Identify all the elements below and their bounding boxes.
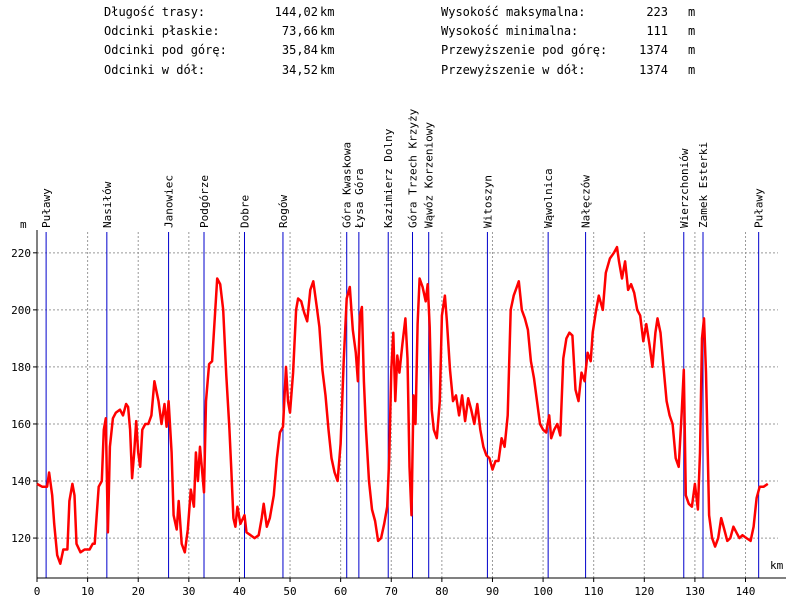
- stat-flat-value: 73,66: [281, 24, 318, 38]
- stat-descent-label: Przewyższenie w dół:: [441, 63, 586, 77]
- stat-max-elevation-label: Wysokość maksymalna:: [441, 5, 586, 19]
- x-tick-label-90: 90: [486, 585, 499, 598]
- stat-length-unit: km: [320, 5, 335, 19]
- stat-max-elevation-unit: m: [688, 5, 696, 19]
- x-tick-label-60: 60: [334, 585, 347, 598]
- stat-min-elevation-value: 111: [646, 24, 668, 38]
- place-label-3: Podgórze: [198, 175, 211, 228]
- place-label-16: Puławy: [753, 188, 766, 228]
- place-label-7: Łysa Góra: [353, 168, 366, 229]
- x-tick-label-110: 110: [584, 585, 604, 598]
- place-label-11: Witoszyn: [481, 175, 494, 228]
- place-label-8: Kazimierz Dolny: [382, 128, 395, 228]
- x-tick-label-0: 0: [34, 585, 41, 598]
- stat-downhill-unit: km: [320, 63, 335, 77]
- stat-flat-unit: km: [320, 24, 335, 38]
- stat-uphill-value: 35,84: [281, 43, 318, 57]
- stat-flat-label: Odcinki płaskie:: [104, 24, 220, 38]
- y-axis-label: m: [20, 218, 27, 231]
- place-label-0: Puławy: [40, 188, 53, 228]
- y-tick-label-200: 200: [11, 304, 31, 317]
- x-axis-label: km: [770, 559, 784, 572]
- x-tick-label-130: 130: [685, 585, 705, 598]
- x-tick-label-140: 140: [736, 585, 756, 598]
- place-label-14: Wierzchoniów: [678, 148, 691, 228]
- place-label-15: Zamek Esterki: [697, 142, 710, 228]
- place-label-13: Nałęczów: [580, 175, 593, 228]
- stat-min-elevation-label: Wysokość minimalna:: [441, 24, 579, 38]
- stat-uphill-unit: km: [320, 43, 335, 57]
- place-label-10: Wąwóz Korzeniowy: [423, 122, 436, 228]
- y-tick-label-180: 180: [11, 361, 31, 374]
- x-tick-label-50: 50: [283, 585, 296, 598]
- place-label-9: Góra Trzech Krzyży: [407, 108, 420, 228]
- stat-ascent-label: Przewyższenie pod górę:: [441, 43, 608, 57]
- x-tick-label-100: 100: [533, 585, 553, 598]
- stat-ascent-value: 1374: [639, 43, 668, 57]
- y-tick-label-160: 160: [11, 418, 31, 431]
- place-label-5: Rogów: [277, 195, 290, 228]
- stat-descent-value: 1374: [639, 63, 668, 77]
- x-tick-label-40: 40: [233, 585, 246, 598]
- stat-downhill-label: Odcinki w dół:: [104, 63, 206, 77]
- place-label-2: Janowiec: [163, 175, 176, 228]
- profile-line-group: [36, 245, 769, 565]
- stat-downhill-value: 34,52: [281, 63, 318, 77]
- x-tick-label-10: 10: [81, 585, 94, 598]
- axes: 120 140 160 180 200 220 0 10 20 30 40 50 60 70 80 90 100…: [11, 230, 786, 598]
- x-tick-label-80: 80: [435, 585, 448, 598]
- x-tick-label-120: 120: [634, 585, 654, 598]
- stat-length-label: Długość trasy:: [104, 5, 206, 19]
- y-tick-label-220: 220: [11, 247, 31, 260]
- elevation-profile-line: [36, 245, 769, 565]
- y-tick-label-120: 120: [11, 532, 31, 545]
- stat-max-elevation-value: 223: [646, 5, 668, 19]
- place-label-6: Góra Kwaskowa: [341, 142, 354, 228]
- stat-min-elevation-unit: m: [688, 24, 696, 38]
- x-tick-label-20: 20: [132, 585, 145, 598]
- stat-ascent-unit: m: [688, 43, 696, 57]
- x-tick-label-30: 30: [182, 585, 195, 598]
- place-label-12: Wąwolnica: [542, 168, 555, 228]
- grid: [37, 232, 778, 578]
- y-tick-label-140: 140: [11, 475, 31, 488]
- place-label-1: Nasiłów: [101, 181, 114, 228]
- stat-descent-unit: m: [688, 63, 696, 77]
- route-statistics: Długość trasy: 144,02 km Odcinki płaskie…: [0, 0, 800, 90]
- x-tick-label-70: 70: [385, 585, 398, 598]
- stat-uphill-label: Odcinki pod górę:: [104, 43, 227, 57]
- place-label-4: Dobre: [238, 195, 251, 228]
- stat-length-value: 144,02: [274, 5, 318, 19]
